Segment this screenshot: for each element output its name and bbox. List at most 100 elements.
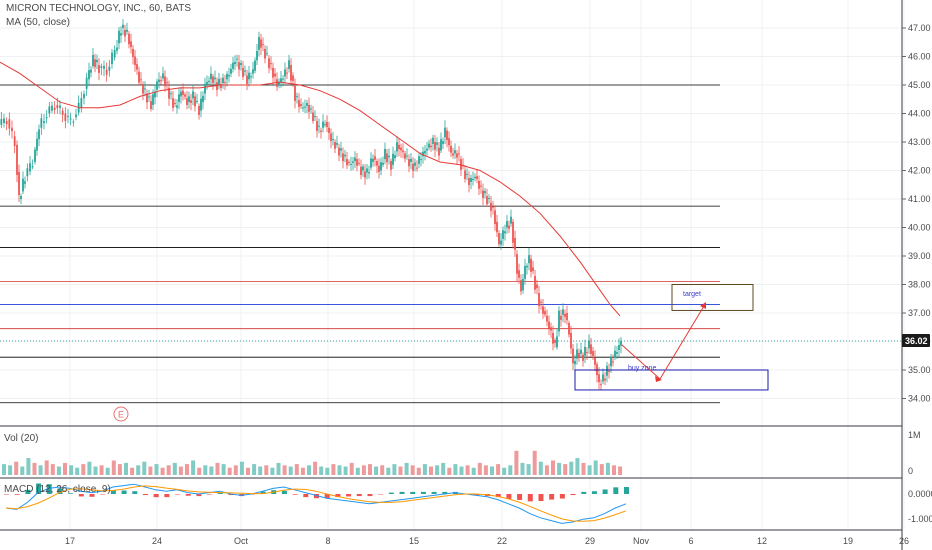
candle-body <box>0 119 3 125</box>
volume-bar <box>429 466 433 475</box>
macd-histogram-bar <box>624 487 629 494</box>
volume-bar <box>294 464 299 475</box>
candle-body <box>356 159 358 166</box>
time-tick-label: 26 <box>899 536 909 546</box>
macd-histogram-bar <box>517 494 523 500</box>
macd-histogram-bar <box>185 494 191 496</box>
candle-body <box>586 351 588 353</box>
candle-body <box>242 67 244 77</box>
price-tick-label: 45.00 <box>908 80 931 90</box>
macd-histogram-bar <box>602 489 608 494</box>
macd-histogram-bar <box>335 494 341 498</box>
volume-bar <box>282 465 287 475</box>
macd-histogram-bar <box>613 487 619 494</box>
candle-body <box>552 332 554 344</box>
macd-tick-label: 0.0000 <box>908 489 932 499</box>
candle-body <box>216 82 218 90</box>
candle-body <box>234 61 236 65</box>
candle-body <box>550 327 552 331</box>
candle-body <box>472 178 474 180</box>
candle-body <box>584 346 586 356</box>
candle-body <box>614 350 616 358</box>
volume-bar <box>380 465 385 475</box>
time-tick-label: 22 <box>497 536 507 546</box>
candle-body <box>440 139 442 151</box>
candle-body <box>400 147 402 151</box>
macd-histogram-bar <box>121 490 127 494</box>
candle-body <box>346 159 348 166</box>
candle-body <box>468 178 470 186</box>
time-tick-label: 15 <box>409 536 419 546</box>
candle-body <box>18 171 20 196</box>
candle-body <box>520 280 522 292</box>
candle-body <box>406 155 408 157</box>
time-tick-label: Oct <box>234 536 249 546</box>
volume-bar <box>276 462 281 475</box>
time-tick-label: 6 <box>688 536 693 546</box>
volume-bar <box>605 462 610 475</box>
candle-body <box>532 267 534 271</box>
candle-body <box>113 50 116 58</box>
volume-bar <box>69 465 74 475</box>
candle-body <box>410 158 412 162</box>
candle-body <box>508 225 510 229</box>
volume-bar <box>20 466 25 475</box>
candle-body <box>424 150 426 154</box>
volume-bar <box>99 465 104 475</box>
candle-body <box>476 176 478 180</box>
volume-bar <box>26 458 31 475</box>
volume-bar <box>75 467 80 475</box>
candle-body <box>300 104 302 106</box>
volume-bar <box>490 466 494 475</box>
axes: 47.00 46.00 45.00 44.00 43.00 42.00 41.00 40.00… <box>65 23 932 546</box>
candle-body <box>206 81 208 85</box>
volume-bar <box>63 462 67 475</box>
macd-histogram-bar <box>303 494 309 498</box>
candle-body <box>408 159 410 167</box>
candle-body <box>72 121 75 123</box>
candle-body <box>214 77 216 80</box>
candle-body <box>284 69 286 77</box>
candle-body <box>186 98 188 105</box>
volume-bar <box>575 458 580 475</box>
candle-body <box>158 79 160 83</box>
candle-body <box>616 352 618 354</box>
candle-body <box>204 83 206 94</box>
candle-body <box>598 374 600 383</box>
candle-body <box>458 153 460 155</box>
volume-bar <box>246 467 250 475</box>
volume-bar <box>349 462 354 475</box>
candle-body <box>34 149 36 162</box>
candle-body <box>362 166 364 171</box>
candle-body <box>390 161 392 170</box>
volume-bar <box>50 464 55 475</box>
candle-body <box>228 74 230 77</box>
macd-histogram-bar <box>346 494 352 497</box>
candle-body <box>606 365 608 376</box>
macd-histogram-bar <box>89 494 95 497</box>
candle-body <box>120 33 122 36</box>
candle-body <box>256 50 258 61</box>
grid-lines <box>0 0 905 530</box>
candle-body <box>134 56 136 65</box>
volume-bar <box>465 465 470 475</box>
candle-body <box>380 162 382 171</box>
candle-body <box>496 221 498 233</box>
candle-body <box>442 141 444 144</box>
volume-bar <box>398 466 403 475</box>
candle-body <box>160 80 162 82</box>
candle-body <box>184 94 186 97</box>
candle-body <box>94 59 96 68</box>
price-tick-label: 47.00 <box>908 23 931 33</box>
macd-histogram-bar <box>132 491 138 494</box>
candle-body <box>320 130 322 132</box>
candle-body <box>478 180 480 189</box>
macd-histogram-bar <box>506 494 512 499</box>
macd-histogram-bar <box>175 494 181 495</box>
candle-body <box>122 24 124 28</box>
earnings-marker-circle[interactable] <box>113 406 129 422</box>
candle-body <box>354 157 356 161</box>
candle-body <box>5 121 8 125</box>
volume-bar <box>538 461 543 475</box>
